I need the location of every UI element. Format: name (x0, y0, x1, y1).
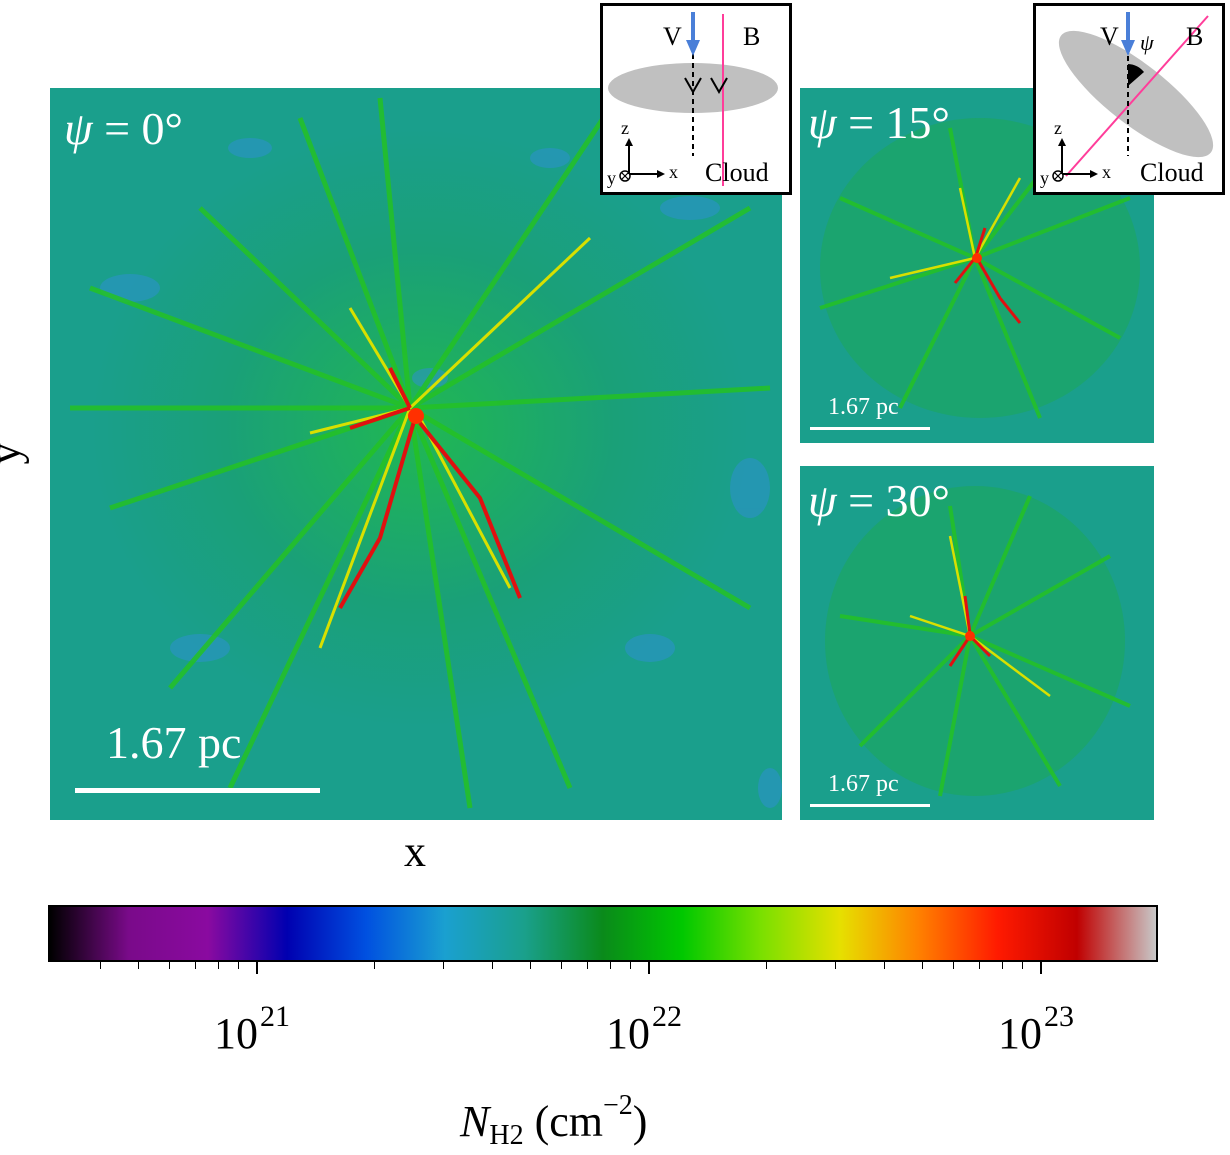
psi-angle-label: ψ (1140, 30, 1154, 55)
colorbar-minor-tick (100, 962, 101, 969)
colorbar-label-1e23: 1023 (998, 1000, 1074, 1059)
velocity-label: V (663, 22, 682, 51)
scale-bar-bottom (810, 804, 930, 807)
psi-label-15: ψ = 15° (808, 96, 950, 149)
scale-bar-label-bottom: 1.67 pc (828, 771, 899, 797)
tick-base: 10 (214, 1009, 258, 1058)
colorbar-minor-tick (238, 962, 240, 969)
geometry-inset-tilted: V ψ B z x y Cloud (1033, 3, 1225, 195)
colorbar-tick-1e23 (1040, 962, 1042, 974)
inset-drawing (1052, 12, 1214, 182)
colorbar-minor-tick (195, 962, 197, 969)
colorbar-minor-tick (922, 962, 923, 969)
colorbar (48, 905, 1158, 962)
tick-exponent: 21 (260, 1000, 290, 1033)
y-axis-label-inset: y (607, 168, 616, 188)
colorbar-title-close: ) (632, 1097, 648, 1146)
colorbar-minor-tick (443, 962, 444, 969)
x-axis-label: x (404, 827, 426, 876)
colorbar-title-symbol: N (460, 1097, 490, 1146)
scale-bar-main (75, 788, 320, 793)
colorbar-title-unit-exponent: −2 (603, 1090, 633, 1121)
bottom-filament-image (800, 466, 1154, 820)
colorbar-title: NH2 (cm−2) (460, 1090, 647, 1152)
geometry-inset-psi-0: V B z x y Cloud (600, 3, 792, 195)
colorbar-minor-tick (492, 962, 493, 969)
colorbar-minor-tick (610, 962, 611, 969)
colorbar-title-unit: (cm (523, 1097, 603, 1146)
inset-drawing (608, 12, 778, 186)
tick-base: 10 (998, 1009, 1042, 1058)
psi-symbol: ψ (808, 97, 837, 148)
colorbar-label-1e22: 1022 (606, 1000, 682, 1059)
y-axis-label: y (0, 443, 31, 465)
colorbar-minor-tick (587, 962, 589, 969)
main-filament-image (50, 88, 782, 820)
magnetic-field-label: B (743, 22, 761, 51)
colorbar-minor-tick (630, 962, 632, 969)
z-axis-label: z (1054, 118, 1062, 138)
colorbar-title-subscript: H2 (489, 1120, 524, 1151)
cloud-label: Cloud (705, 158, 769, 187)
psi-symbol: ψ (808, 475, 837, 526)
z-axis-label: z (621, 118, 629, 138)
colorbar-minor-tick (138, 962, 139, 969)
colorbar-label-1e21: 1021 (214, 1000, 290, 1059)
main-column-density-map: ψ = 0° 1.67 pc (50, 88, 782, 820)
colorbar-minor-tick (1022, 962, 1024, 969)
y-axis-label-inset: y (1040, 168, 1049, 188)
psi-value: = 15° (848, 97, 950, 148)
x-axis-label-inset: x (669, 162, 678, 182)
colorbar-minor-tick (979, 962, 981, 969)
scale-bar-label-top: 1.67 pc (828, 394, 899, 420)
colorbar-minor-tick (953, 962, 954, 969)
psi-label-0: ψ = 0° (64, 102, 183, 155)
x-axis-label-inset: x (1102, 162, 1111, 182)
psi-label-30: ψ = 30° (808, 474, 950, 527)
scale-bar-label-main: 1.67 pc (106, 717, 242, 768)
tick-exponent: 23 (1044, 1000, 1074, 1033)
bottom-right-column-density-map: ψ = 30° 1.67 pc (800, 466, 1154, 820)
colorbar-tick-1e22 (648, 962, 650, 974)
psi-symbol: ψ (64, 103, 93, 154)
colorbar-minor-tick (884, 962, 885, 969)
colorbar-minor-tick (530, 962, 531, 969)
colorbar-minor-tick (1002, 962, 1003, 969)
colorbar-minor-tick (374, 962, 375, 969)
velocity-label: V (1100, 22, 1119, 51)
colorbar-minor-tick (766, 962, 767, 969)
scale-bar-top (810, 427, 930, 430)
colorbar-minor-tick (835, 962, 836, 969)
colorbar-minor-tick (561, 962, 562, 969)
tick-exponent: 22 (652, 1000, 682, 1033)
tick-base: 10 (606, 1009, 650, 1058)
psi-value: = 30° (848, 475, 950, 526)
cloud-label: Cloud (1140, 158, 1204, 187)
magnetic-field-label: B (1186, 22, 1204, 51)
colorbar-tick-1e21 (256, 962, 258, 974)
colorbar-minor-tick (169, 962, 170, 969)
colorbar-minor-tick (218, 962, 219, 969)
psi-value: = 0° (104, 103, 183, 154)
